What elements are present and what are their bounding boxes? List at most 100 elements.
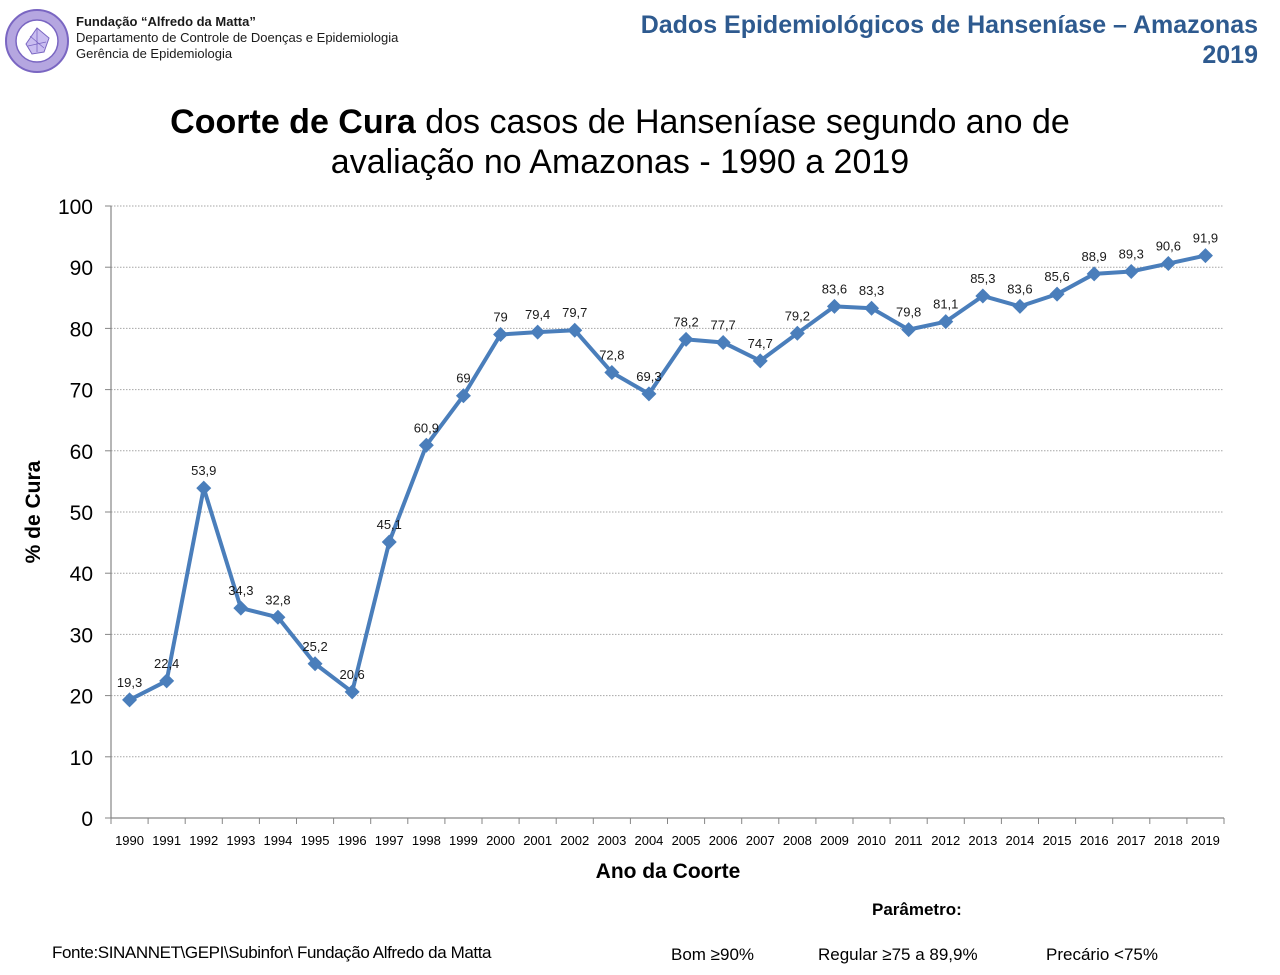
x-tick-label: 2000: [486, 833, 515, 848]
data-label-1999: 69: [456, 371, 470, 386]
parameter-regular: Regular ≥75 a 89,9%: [818, 945, 978, 964]
data-label-2010: 83,3: [859, 283, 884, 298]
x-tick-label: 1992: [189, 833, 218, 848]
data-point-2009: [826, 298, 842, 314]
data-label-1996: 20,6: [339, 667, 364, 682]
x-tick-label: 2014: [1005, 833, 1034, 848]
data-point-2010: [864, 300, 880, 316]
data-point-2003: [604, 364, 620, 380]
data-point-2002: [567, 322, 583, 338]
x-tick-label: 2010: [857, 833, 886, 848]
data-point-2013: [975, 288, 991, 304]
gridlines: [111, 205, 1224, 758]
parameter-title: Parâmetro:: [872, 900, 962, 919]
x-tick-label: 2012: [931, 833, 960, 848]
y-tick-label: 70: [70, 380, 93, 403]
chart-title-line1: dos casos de Hanseníase segundo ano de: [415, 103, 1070, 141]
data-point-2011: [901, 322, 917, 338]
x-tick-label: 2008: [783, 833, 812, 848]
parameter-good: Bom ≥90%: [671, 945, 755, 964]
management-name: Gerência de Epidemiologia: [76, 46, 233, 61]
data-label-2005: 78,2: [673, 314, 698, 329]
y-tick-label: 80: [70, 318, 93, 341]
data-point-2000: [493, 327, 509, 343]
data-label-1998: 60,9: [414, 420, 439, 435]
data-label-1997: 45,1: [377, 517, 402, 532]
y-tick-label: 50: [70, 502, 93, 525]
data-label-2015: 85,6: [1044, 269, 1069, 284]
x-tick-label: 2009: [820, 833, 849, 848]
y-tick-label: 0: [81, 808, 93, 831]
data-point-2005: [678, 331, 694, 347]
data-point-1999: [455, 388, 471, 404]
x-tick-label: 2016: [1080, 833, 1109, 848]
x-tick-label: 1998: [412, 833, 441, 848]
x-tick-label: 2006: [709, 833, 738, 848]
y-tick-labels: 0 10 20 30 40 50 60 70 80 90 100: [58, 196, 93, 831]
department-name: Departamento de Controle de Doenças e Ep…: [76, 30, 399, 45]
data-label-2008: 79,2: [785, 308, 810, 323]
x-tick-label: 2011: [895, 833, 923, 848]
series-cure-rate: [122, 248, 1213, 708]
x-tick-label: 2001: [523, 833, 552, 848]
data-label-2007: 74,7: [748, 336, 773, 351]
report-title: Dados Epidemiológicos de Hanseníase – Am…: [640, 11, 1258, 39]
parameter-poor: Precário <75%: [1046, 945, 1158, 964]
data-point-1996: [344, 684, 360, 700]
x-tick-label: 1997: [375, 833, 404, 848]
y-tick-label: 90: [70, 257, 93, 280]
data-label-1994: 32,8: [265, 592, 290, 607]
x-tick-label: 1994: [263, 833, 292, 848]
y-axis-label: % de Cura: [22, 460, 45, 563]
data-point-2008: [789, 325, 805, 341]
data-label-2011: 79,8: [896, 305, 921, 320]
x-tick-label: 2018: [1154, 833, 1183, 848]
data-label-1995: 25,2: [302, 639, 327, 654]
x-tick-label: 2007: [746, 833, 775, 848]
data-label-2019: 91,9: [1193, 231, 1218, 246]
data-point-2014: [1012, 298, 1028, 314]
organization-name: Fundação “Alfredo da Matta”: [76, 14, 256, 29]
x-tick-label: 2004: [634, 833, 663, 848]
data-point-2007: [752, 353, 768, 369]
data-point-1990: [122, 692, 138, 708]
data-label-2000: 79: [493, 310, 507, 325]
data-point-2004: [641, 386, 657, 402]
data-point-1994: [270, 609, 286, 625]
y-tick-label: 40: [70, 563, 93, 586]
x-axis-label: Ano da Coorte: [596, 860, 741, 883]
data-label-2009: 83,6: [822, 281, 847, 296]
series-line: [128, 253, 1206, 702]
x-tick-label: 1993: [226, 833, 255, 848]
data-point-1992: [196, 480, 212, 496]
data-label-2002: 79,7: [562, 305, 587, 320]
chart-title-bold: Coorte de Cura: [170, 103, 416, 141]
data-point-2001: [530, 324, 546, 340]
data-label-2001: 79,4: [525, 307, 550, 322]
y-tick-label: 60: [70, 441, 93, 464]
data-label-2004: 69,3: [636, 369, 661, 384]
data-point-2016: [1086, 266, 1102, 282]
data-point-1993: [233, 600, 249, 616]
data-label-1991: 22,4: [154, 656, 179, 671]
data-source: Fonte:SINANNET\GEPI\Subinfor\ Fundação A…: [52, 943, 492, 962]
data-point-2012: [938, 314, 954, 330]
data-label-2003: 72,8: [599, 347, 624, 362]
data-point-2017: [1123, 263, 1139, 279]
x-tick-label: 1995: [301, 833, 330, 848]
x-tick-label: 2015: [1043, 833, 1072, 848]
header-branding: Fundação “Alfredo da Matta” Departamento…: [4, 8, 398, 74]
data-point-1998: [418, 437, 434, 453]
data-label-2006: 77,7: [710, 317, 735, 332]
x-tick-label: 2003: [597, 833, 626, 848]
x-tick-label: 2017: [1117, 833, 1146, 848]
data-point-2015: [1049, 286, 1065, 302]
report-year: 2019: [1202, 41, 1258, 69]
y-tick-label: 30: [70, 624, 93, 647]
data-point-2019: [1197, 248, 1213, 264]
data-point-1997: [381, 534, 397, 550]
x-tick-label: 1991: [152, 833, 181, 848]
data-point-1995: [307, 656, 323, 672]
data-label-2018: 90,6: [1156, 239, 1181, 254]
